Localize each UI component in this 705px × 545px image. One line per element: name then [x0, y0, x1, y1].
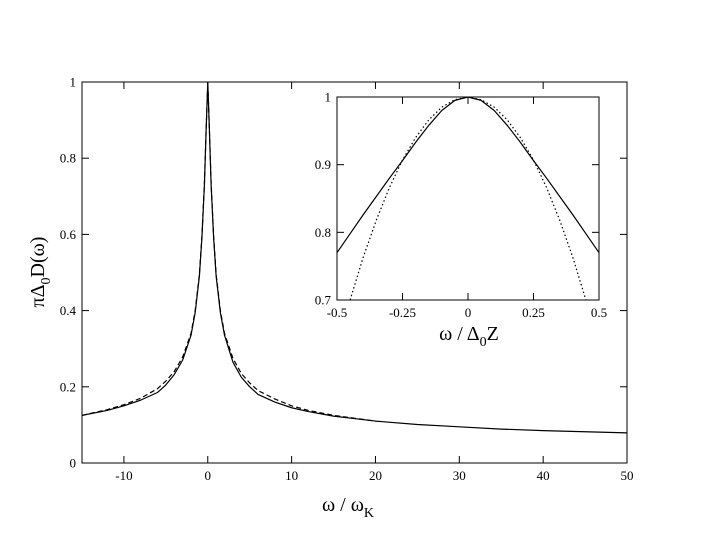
inset-y-tick-label: 0.8	[315, 225, 331, 240]
main-y-axis-title: πΔ0D(ω)	[27, 237, 54, 308]
main-x-tick-label: 40	[537, 468, 550, 483]
main-y-axis-title-sub: 0	[39, 277, 54, 284]
main-y-tick-label: 0.8	[60, 151, 76, 166]
inset-x-tick-label: -0.5	[327, 305, 348, 320]
inset-y-tick-label: 0.7	[315, 293, 332, 308]
main-y-tick-label: 0.6	[60, 227, 77, 242]
inset-x-axis-title-main: ω / Δ	[439, 323, 480, 345]
main-x-tick-label: 50	[621, 468, 634, 483]
inset-x-tick-label: 0.25	[522, 305, 545, 320]
main-y-tick-label: 0.2	[60, 379, 76, 394]
main-series-group	[82, 82, 627, 434]
main-x-tick-label: -10	[115, 468, 132, 483]
main-x-tick-label: 20	[369, 468, 382, 483]
main-y-tick-label: 0.4	[60, 303, 77, 318]
inset-ticks-group: -0.5 -0.25 0 0.25 0.5 0.7 0.8 0.9 1	[315, 90, 607, 321]
inset-x-axis-title-sub: 0	[480, 335, 487, 350]
inset-background	[337, 97, 599, 300]
inset-x-axis-title-post: Z	[487, 323, 499, 345]
main-plot-frame	[81, 81, 628, 464]
main-series-solid-line	[82, 82, 627, 434]
main-y-tick-label: 1	[70, 75, 77, 90]
inset-series-group	[337, 97, 599, 300]
main-x-tick-label: 10	[285, 468, 298, 483]
main-x-axis-title: ω / ωK	[322, 494, 374, 521]
inset-x-tick-label: 0.5	[591, 305, 607, 320]
main-x-axis-title-main: ω / ω	[322, 494, 364, 516]
inset-y-tick-label: 1	[325, 90, 332, 105]
inset-chart: -0.5 -0.25 0 0.25 0.50.70.80.91 ω / Δ0Z	[315, 90, 607, 351]
inset-series-solid-line	[337, 97, 599, 253]
main-y-tick-label: 0	[70, 456, 77, 471]
main-series-dashed-line	[82, 82, 376, 422]
main-y-axis-title-pre: πΔ	[27, 284, 49, 307]
inset-x-tick-label: -0.25	[389, 305, 416, 320]
main-x-axis-title-sub: K	[364, 506, 374, 521]
inset-y-tick-label: 0.9	[315, 157, 331, 172]
main-x-tick-label: 0	[205, 468, 212, 483]
main-y-axis-title-post: D(ω)	[27, 237, 49, 278]
main-x-tick-label: 30	[453, 468, 466, 483]
inset-x-tick-label: 0	[465, 305, 472, 320]
inset-x-axis-title: ω / Δ0Z	[439, 323, 499, 350]
